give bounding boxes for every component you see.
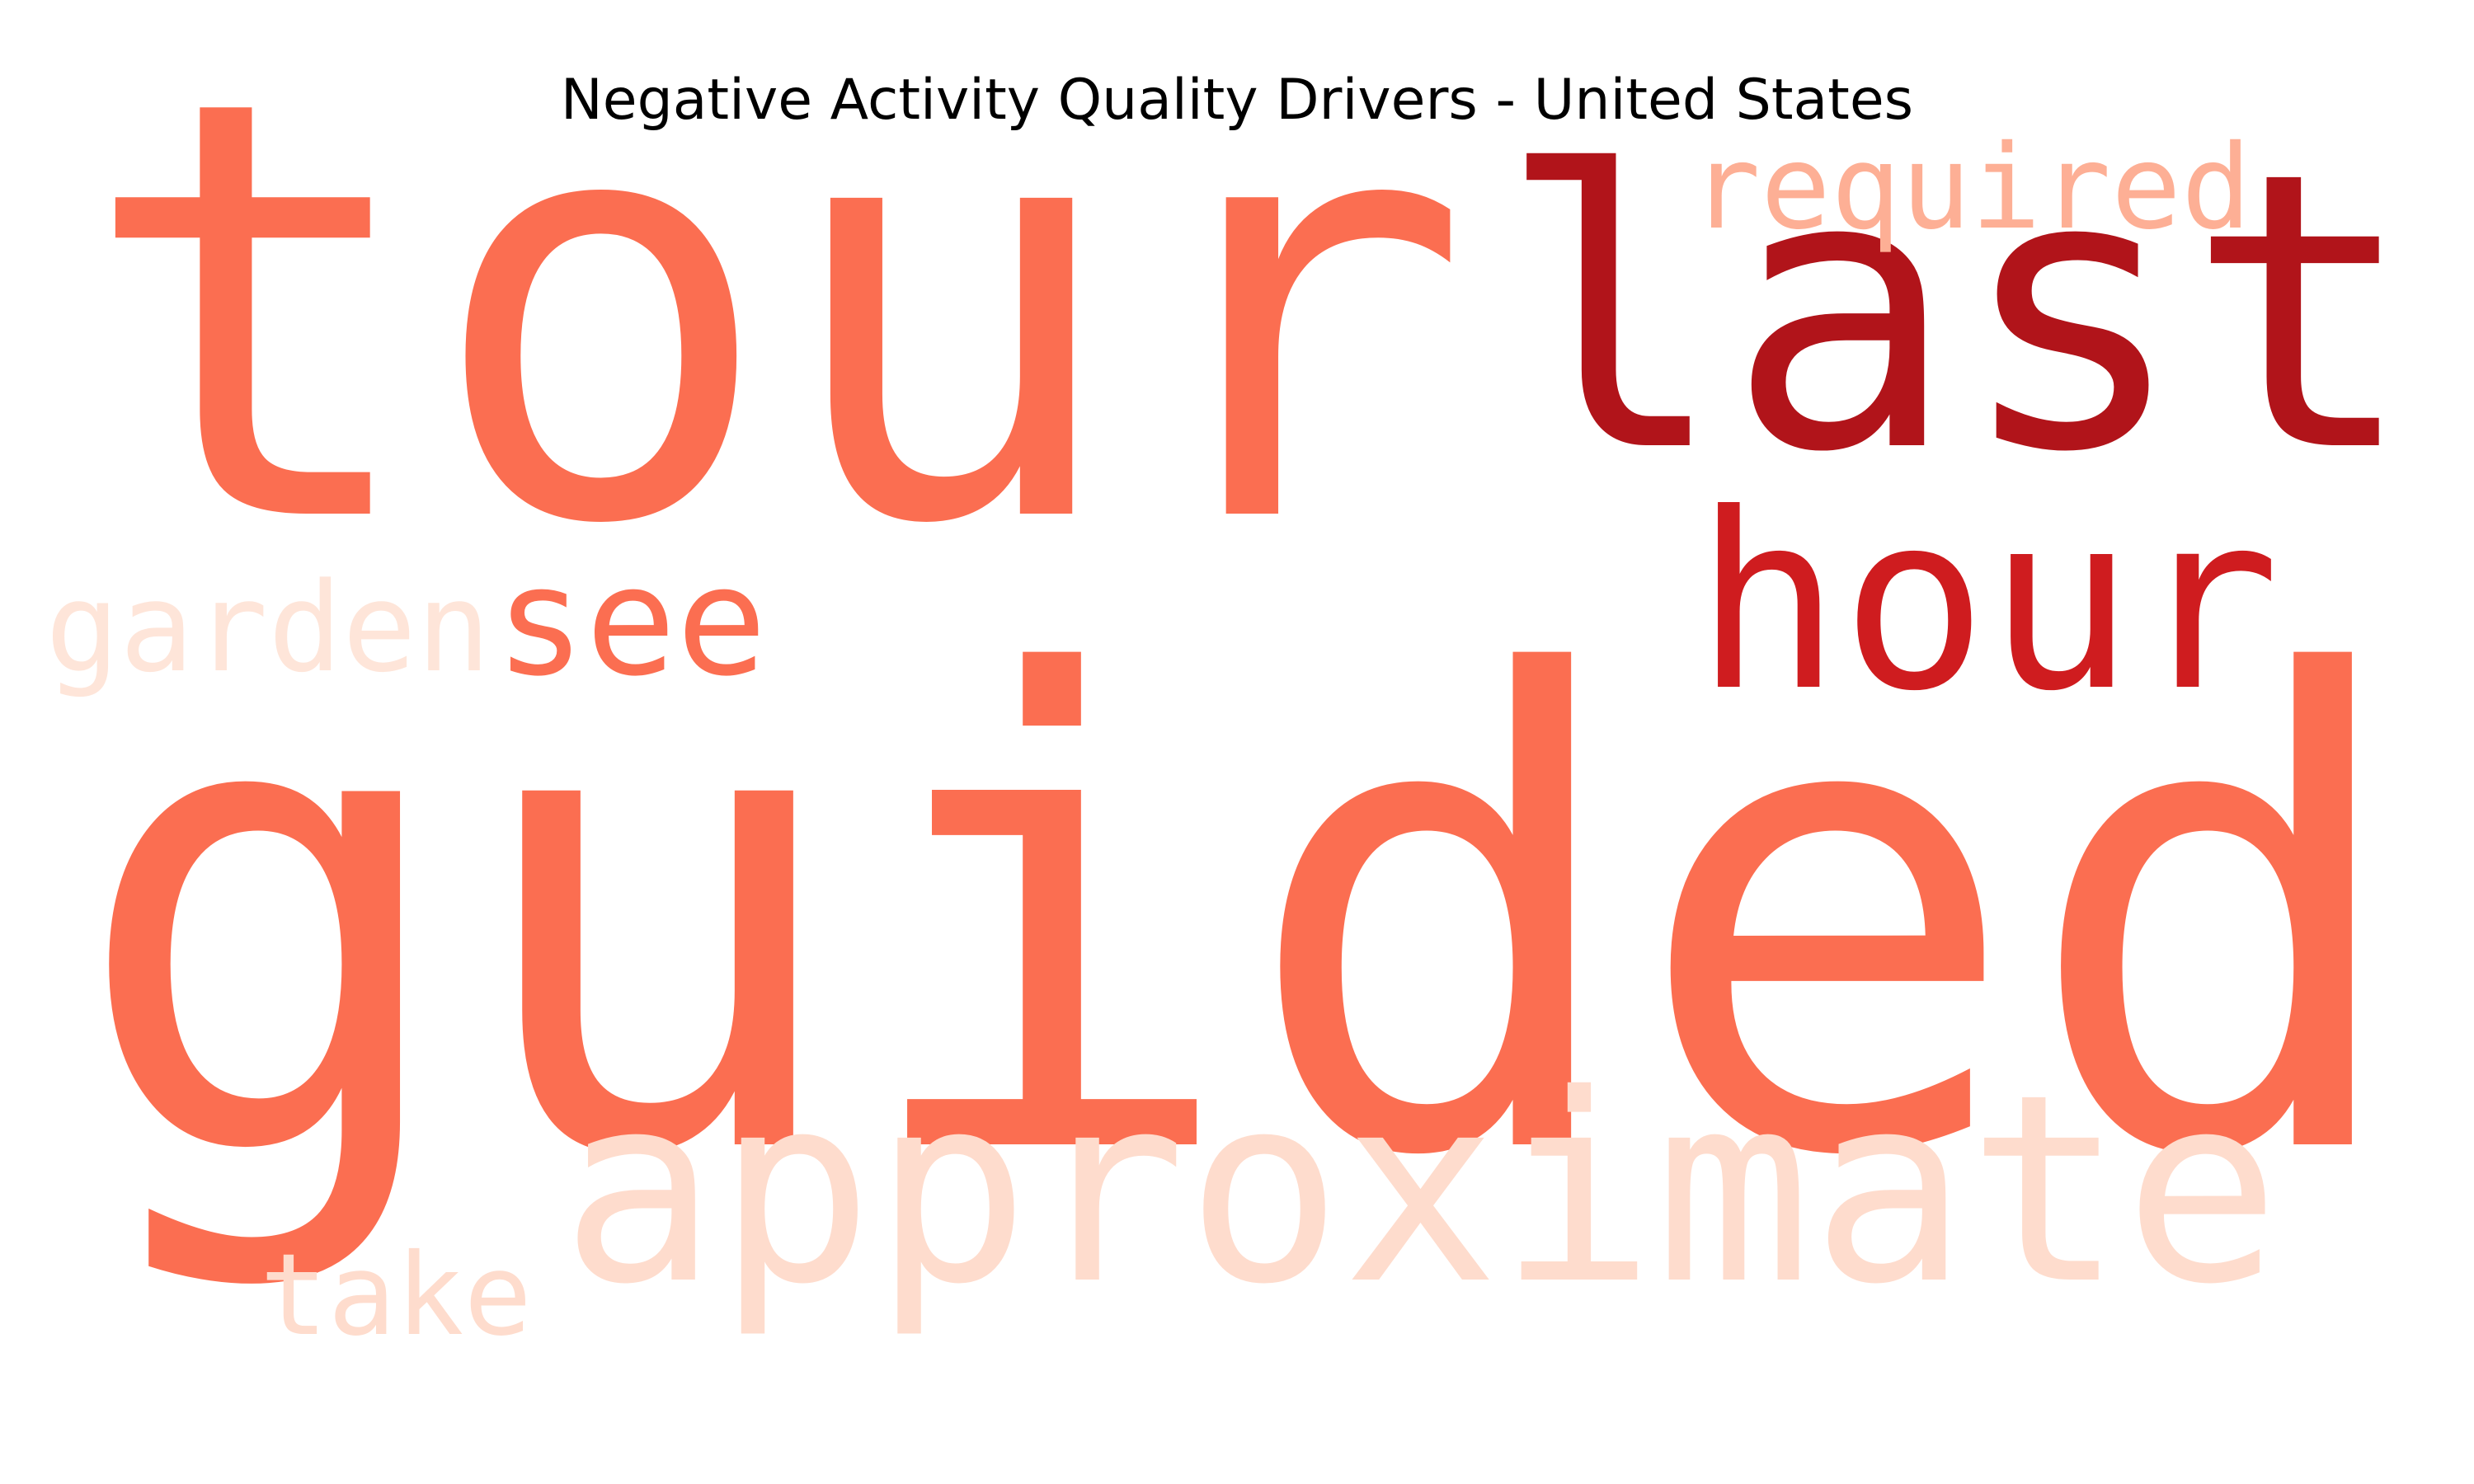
word-hour: hour (1695, 460, 2281, 744)
word-tour: tour (78, 0, 1473, 651)
word-garden: garden (45, 556, 492, 701)
word-see: see (495, 534, 768, 711)
word-last: last (1497, 91, 2417, 536)
word-guided: guided (70, 542, 2413, 1298)
word-take: take (260, 1230, 532, 1361)
word-required: required (1691, 120, 2252, 256)
word-approximate: approximate (561, 1040, 2281, 1342)
chart-title: Negative Activity Quality Drivers - Unit… (560, 68, 1914, 133)
